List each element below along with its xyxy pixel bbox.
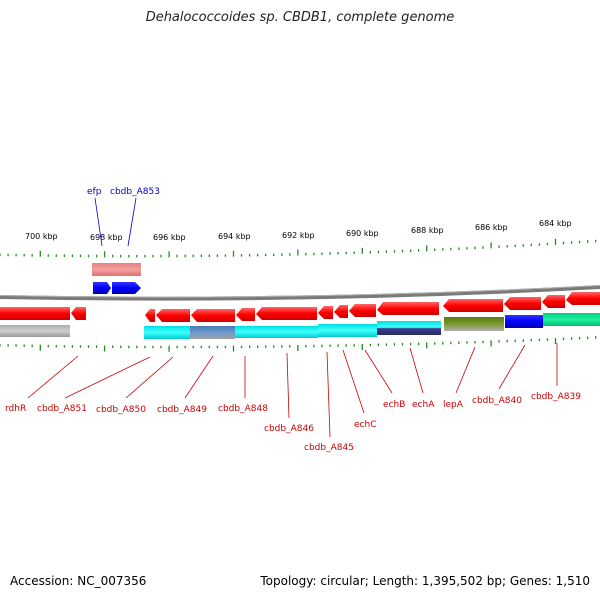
reverse-gene-leaders	[27, 343, 558, 438]
gene-label-cbdb_A851: cbdb_A851	[37, 404, 87, 414]
gene-efp-cog	[92, 263, 111, 276]
scale-ticks-bottom	[0, 336, 597, 352]
gene-label-rdhR: rdhR	[5, 404, 26, 414]
gene-cbdb_A845-arrow	[318, 306, 333, 319]
gene-label-cbdb_A850: cbdb_A850	[96, 405, 146, 415]
gene-echB-arrow	[349, 304, 376, 317]
gene-label-cbdb_A845: cbdb_A845	[304, 443, 354, 453]
cog-category-band	[0, 313, 600, 339]
gene-label-cbdb_A840: cbdb_A840	[472, 396, 522, 406]
scale-label: 690 kbp	[346, 229, 379, 238]
gene-label-echC: echC	[354, 420, 376, 430]
forward-strand-genes	[92, 263, 141, 294]
scale-label: 694 kbp	[218, 232, 251, 241]
reverse-strand-genes	[0, 292, 600, 322]
gene-cbdb_A847-arrow	[236, 308, 255, 321]
gene-label-cbdb_A846: cbdb_A846	[264, 424, 314, 434]
gene-cbdb_A839-arrow	[542, 295, 565, 308]
gene-label-echB: echB	[383, 400, 405, 410]
genome-backbone	[0, 285, 600, 301]
gene-cbdb_A853-arrow	[112, 282, 141, 294]
gene-cbdb_A849-arrow	[156, 309, 190, 322]
scale-label: 688 kbp	[411, 226, 444, 235]
gene-rdhR-arrow	[0, 307, 70, 320]
accession-text: Accession: NC_007356	[10, 574, 147, 588]
gene-cbdb_A851-arrow	[71, 307, 86, 320]
scale-ticks-top	[0, 238, 597, 258]
scale-label: 698 kbp	[90, 233, 123, 242]
gene-label-cbdb_A849: cbdb_A849	[157, 405, 207, 415]
gene-lepA-arrow	[443, 299, 503, 312]
scale-label: 686 kbp	[475, 223, 508, 232]
gene-echA-arrow	[377, 302, 439, 315]
gene-label-lepA: lepA	[443, 400, 464, 410]
scale-label: 700 kbp	[25, 232, 58, 241]
gene-cbdb_A846-arrow	[256, 307, 317, 320]
gene-label-cbdb_A853: cbdb_A853	[110, 187, 160, 197]
scale-label: 692 kbp	[282, 231, 315, 240]
scale-labels: 700 kbp 698 kbp 696 kbp 694 kbp 692 kbp …	[25, 219, 572, 242]
gene-next-arrow	[566, 292, 600, 305]
topology-text: Topology: circular; Length: 1,395,502 bp…	[260, 574, 590, 588]
forward-gene-labels	[94, 197, 137, 247]
gene-label-efp: efp	[87, 187, 102, 197]
reverse-gene-labels: rdhR cbdb_A851 cbdb_A850 cbdb_A849 cbdb_…	[5, 392, 581, 453]
scale-label: 696 kbp	[153, 233, 186, 242]
scale-label: 684 kbp	[539, 219, 572, 228]
gene-label-cbdb_A848: cbdb_A848	[218, 404, 268, 414]
gene-label-cbdb_A839: cbdb_A839	[531, 392, 581, 402]
gene-cbdb_A850-arrow	[145, 309, 155, 322]
gene-cbdb_A848-arrow	[191, 309, 235, 322]
gene-cbdb_A853-cog	[111, 263, 141, 276]
gene-cbdb_A840-arrow	[504, 297, 541, 310]
gene-efp-arrow	[93, 282, 111, 294]
gene-echC-arrow	[334, 305, 348, 318]
gene-label-echA: echA	[412, 400, 435, 410]
map-title: Dehalococcoides sp. CBDB1, complete geno…	[145, 10, 455, 25]
